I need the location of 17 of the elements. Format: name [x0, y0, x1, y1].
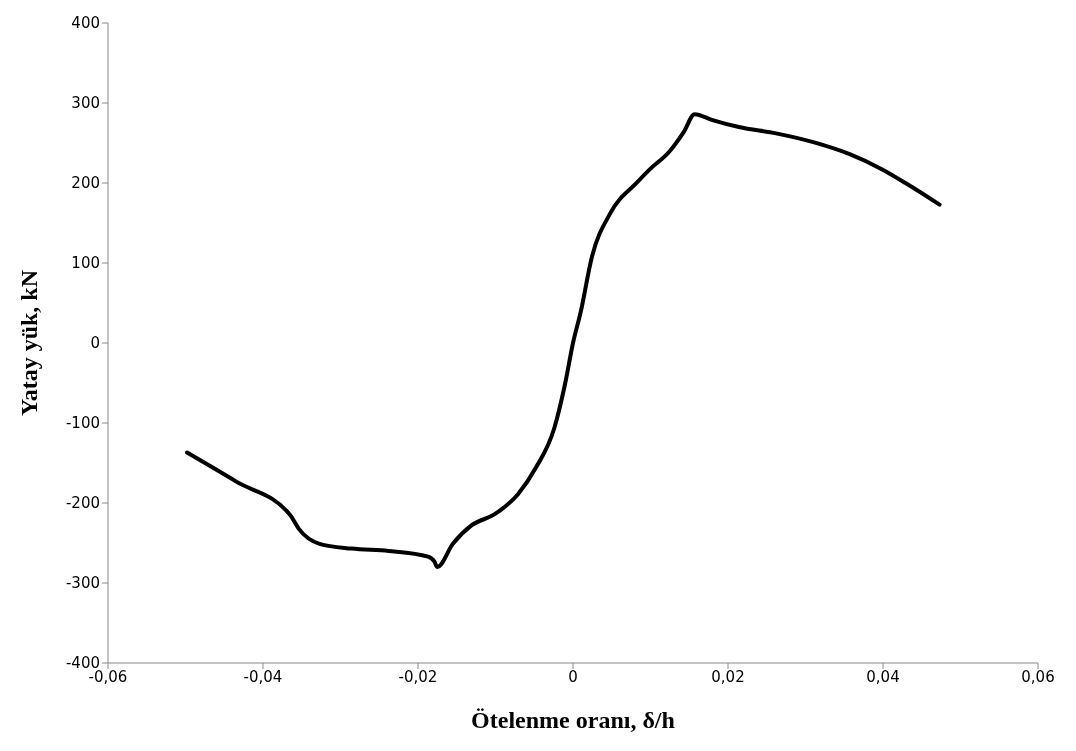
y-tick-label: 200 [71, 174, 100, 193]
x-axis-title: Ötelenme oranı, δ/h [471, 707, 675, 733]
x-tick-label: 0 [568, 667, 578, 686]
y-tick-label: 300 [71, 94, 100, 113]
y-tick-label: -300 [65, 574, 100, 593]
x-tick-label: -0,02 [398, 667, 438, 686]
y-tick-label: 400 [71, 14, 100, 33]
x-tick-label: 0,04 [866, 667, 900, 686]
x-tick-label: 0,02 [711, 667, 745, 686]
y-axis-title: Yatay yük, kN [15, 269, 42, 417]
line-series [185, 112, 942, 569]
y-tick-label: 100 [71, 254, 100, 273]
x-tick-label: 0,06 [1021, 667, 1055, 686]
y-tick-label: 0 [90, 334, 100, 353]
x-tick-label: -0,04 [243, 667, 283, 686]
y-tick-label: -200 [65, 494, 100, 513]
y-tick-label: -100 [65, 414, 100, 433]
